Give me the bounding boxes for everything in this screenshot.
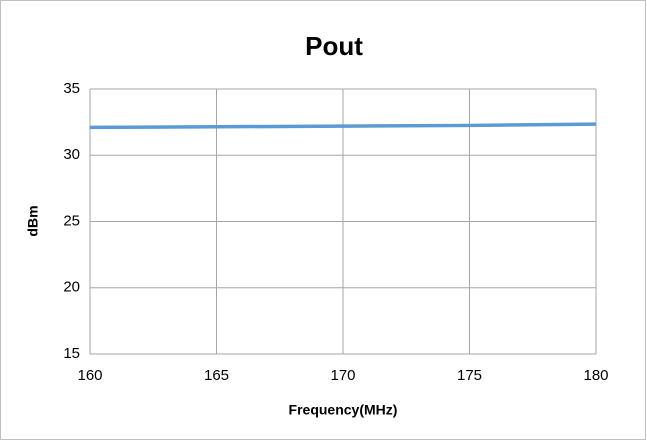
y-tick-label: 25 bbox=[63, 212, 80, 229]
y-tick-label: 20 bbox=[63, 279, 80, 296]
x-tick-label: 170 bbox=[330, 367, 355, 384]
y-tick-label: 30 bbox=[63, 146, 80, 163]
x-axis-label: Frequency(MHz) bbox=[289, 402, 398, 418]
y-tick-label: 15 bbox=[63, 345, 80, 362]
chart-title: Pout bbox=[305, 31, 363, 61]
x-tick-label: 180 bbox=[583, 367, 608, 384]
x-tick-label: 160 bbox=[77, 367, 102, 384]
data-line bbox=[89, 122, 597, 130]
y-axis-label: dBm bbox=[25, 205, 41, 236]
y-tick-label: 35 bbox=[63, 80, 80, 97]
x-tick-label: 165 bbox=[204, 367, 229, 384]
x-tick-label: 175 bbox=[457, 367, 482, 384]
